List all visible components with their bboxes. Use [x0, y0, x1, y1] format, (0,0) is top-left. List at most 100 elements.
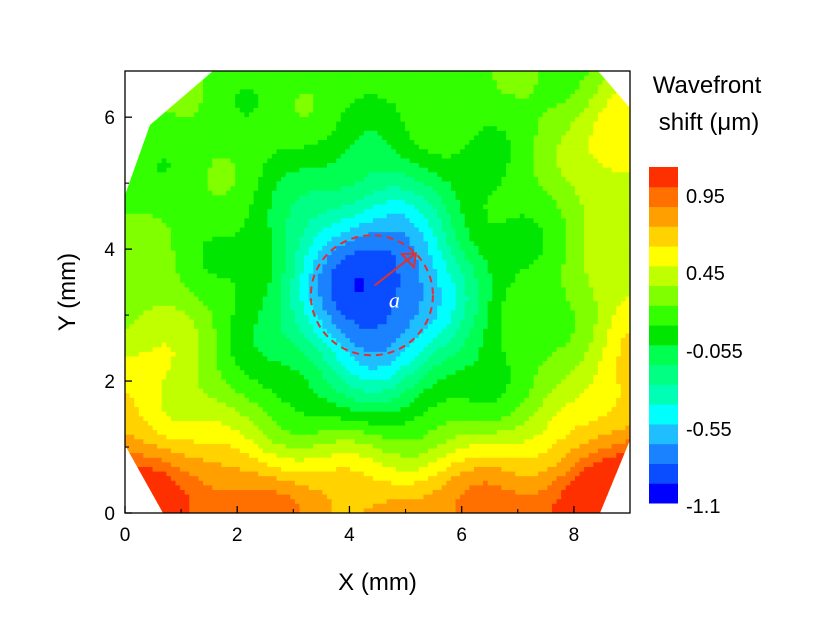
contour-cell — [313, 218, 319, 224]
contour-cell — [593, 268, 599, 275]
contour-cell — [226, 264, 232, 270]
contour-cell — [529, 273, 535, 279]
contour-cell — [226, 190, 232, 196]
contour-cell — [510, 195, 516, 201]
contour-cell — [276, 236, 282, 242]
contour-cell — [382, 259, 388, 265]
contour-cell — [363, 218, 369, 224]
contour-cell — [501, 232, 507, 238]
contour-cell — [230, 71, 236, 77]
contour-cell — [542, 204, 548, 210]
contour-cell — [496, 199, 503, 206]
contour-cell — [597, 140, 604, 146]
contour-cell — [579, 144, 585, 150]
contour-cell — [377, 172, 383, 178]
contour-cell — [542, 75, 548, 81]
contour-cell — [611, 273, 617, 279]
contour-cell — [184, 204, 190, 210]
contour-cell — [327, 250, 333, 256]
contour-cell — [354, 195, 360, 201]
contour-cell — [395, 144, 402, 150]
contour-cell — [391, 98, 397, 104]
contour-cell — [487, 167, 493, 173]
contour-cell — [506, 149, 512, 155]
contour-cell — [198, 172, 204, 178]
contour-cell — [267, 232, 273, 238]
contour-cell — [377, 135, 383, 141]
contour-cell — [588, 71, 594, 77]
contour-cell — [354, 153, 360, 160]
contour-cell — [579, 149, 585, 155]
contour-cell — [584, 236, 590, 242]
contour-cell — [377, 126, 383, 132]
contour-cell — [620, 268, 627, 275]
contour-cell — [584, 103, 590, 109]
contour-cell — [432, 199, 438, 206]
contour-cell — [400, 181, 406, 187]
contour-cell — [129, 153, 135, 160]
contour-cell — [492, 172, 498, 178]
contour-cell — [226, 245, 232, 252]
contour-cell — [372, 199, 379, 206]
contour-cell — [134, 98, 140, 104]
contour-cell — [588, 107, 594, 114]
contour-cell — [198, 264, 204, 270]
contour-cell — [529, 199, 535, 206]
contour-cell — [170, 75, 177, 81]
contour-cell — [441, 199, 447, 206]
contour-cell — [166, 135, 172, 141]
contour-cell — [561, 268, 567, 275]
contour-cell — [327, 107, 333, 114]
contour-cell — [317, 80, 324, 86]
contour-cell — [239, 264, 245, 270]
contour-cell — [501, 121, 507, 127]
contour-cell — [147, 94, 154, 100]
contour-cell — [542, 149, 548, 155]
contour-cell — [551, 222, 558, 229]
contour-cell — [602, 250, 608, 256]
contour-cell — [147, 135, 154, 141]
contour-cell — [446, 130, 452, 137]
contour-cell — [473, 135, 480, 141]
contour-cell — [487, 135, 493, 141]
contour-cell — [625, 227, 630, 233]
contour-cell — [304, 209, 310, 215]
contour-cell — [519, 264, 526, 270]
contour-cell — [248, 84, 255, 91]
contour-cell — [216, 278, 223, 284]
contour-cell — [226, 117, 232, 123]
contour-cell — [276, 121, 282, 127]
contour-cell — [409, 75, 415, 81]
contour-cell — [345, 209, 351, 215]
contour-cell — [147, 199, 154, 206]
contour-cell — [391, 153, 397, 160]
contour-cell — [212, 199, 218, 206]
contour-cell — [180, 255, 186, 261]
contour-cell — [267, 209, 273, 215]
contour-cell — [161, 204, 167, 210]
contour-cell — [501, 218, 507, 224]
contour-cell — [363, 264, 369, 270]
contour-cell — [588, 117, 594, 123]
contour-cell — [464, 112, 470, 118]
contour-cell — [441, 94, 447, 100]
contour-cell — [492, 259, 498, 265]
contour-cell — [327, 232, 333, 238]
contour-cell — [322, 172, 328, 178]
contour-cell — [239, 273, 245, 279]
contour-cell — [616, 144, 622, 150]
contour-cell — [262, 190, 268, 196]
contour-cell — [327, 273, 333, 279]
contour-cell — [382, 204, 388, 210]
contour-cell — [322, 112, 328, 118]
contour-cell — [317, 130, 324, 137]
contour-cell — [230, 135, 236, 141]
contour-cell — [262, 181, 268, 187]
contour-cell — [382, 80, 388, 86]
contour-cell — [125, 186, 131, 192]
contour-cell — [143, 98, 149, 104]
contour-cell — [368, 107, 374, 114]
contour-cell — [161, 278, 167, 284]
contour-cell — [276, 130, 282, 137]
contour-cell — [460, 71, 466, 77]
